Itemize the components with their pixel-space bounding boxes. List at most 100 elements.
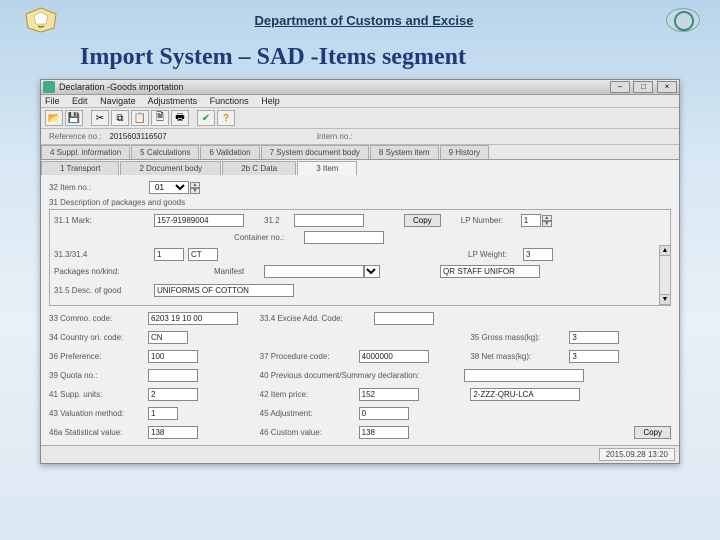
status-time: 2015.09.28 13:20 bbox=[599, 448, 675, 461]
tab-validation[interactable]: 6 Validation bbox=[200, 145, 259, 159]
quota-input[interactable] bbox=[148, 369, 198, 382]
copy-button[interactable]: Copy bbox=[404, 214, 441, 227]
item-no-select[interactable]: 01 bbox=[149, 181, 189, 194]
help-icon[interactable]: ? bbox=[217, 110, 235, 126]
lp-weight-input[interactable] bbox=[523, 248, 553, 261]
f3131-label: 31.3/31.4 bbox=[54, 250, 154, 259]
cut-icon[interactable]: ✂ bbox=[91, 110, 109, 126]
intern-no-label: Intern no.: bbox=[317, 132, 353, 141]
f3131-qty-input[interactable] bbox=[154, 248, 184, 261]
tab-system-doc-body[interactable]: 7 System document body bbox=[261, 145, 369, 159]
tab-transport[interactable]: 1 Transport bbox=[41, 161, 119, 175]
mark-input[interactable] bbox=[154, 214, 244, 227]
country-label: 34 Country ori. code: bbox=[49, 333, 144, 342]
open-icon[interactable]: 📂 bbox=[45, 110, 63, 126]
desc-label: 31.5 Desc. of good bbox=[54, 286, 154, 295]
adj-label: 45 Adjustment: bbox=[260, 409, 355, 418]
val-label: 43 Valuation method: bbox=[49, 409, 144, 418]
commo-label: 33 Commo. code: bbox=[49, 314, 144, 323]
copy-button-2[interactable]: Copy bbox=[634, 426, 671, 439]
menu-functions[interactable]: Functions bbox=[210, 96, 249, 106]
window-titlebar: Declaration -Goods importation – □ × bbox=[41, 80, 679, 95]
stat-input[interactable] bbox=[148, 426, 198, 439]
crest-logo bbox=[20, 6, 62, 34]
manifest-select[interactable] bbox=[364, 265, 380, 278]
item-no-down[interactable]: ▼ bbox=[190, 188, 200, 194]
tabs-upper: 4 Suppl. information 5 Calculations 6 Va… bbox=[41, 145, 679, 160]
excise-input[interactable] bbox=[374, 312, 434, 325]
lp-number-down[interactable]: ▼ bbox=[542, 221, 552, 227]
commo-input[interactable] bbox=[148, 312, 238, 325]
page-title: Import System – SAD -Items segment bbox=[0, 40, 720, 79]
supp-input[interactable] bbox=[148, 388, 198, 401]
lp-weight-label: LP Weight: bbox=[468, 250, 523, 259]
box31-scrollbar[interactable]: ▲ ▼ bbox=[659, 245, 671, 305]
menu-navigate[interactable]: Navigate bbox=[100, 96, 136, 106]
net-label: 38 Net mass(kg): bbox=[470, 352, 565, 361]
f312-label: 31.2 bbox=[264, 216, 294, 225]
menu-file[interactable]: File bbox=[45, 96, 60, 106]
app-window: Declaration -Goods importation – □ × Fil… bbox=[40, 79, 680, 464]
pref-input[interactable] bbox=[148, 350, 198, 363]
close-button[interactable]: × bbox=[657, 81, 677, 93]
scroll-down-icon[interactable]: ▼ bbox=[660, 294, 670, 304]
excise-label: 33.4 Excise Add. Code: bbox=[260, 314, 370, 323]
lp-number-input[interactable] bbox=[521, 214, 541, 227]
manifest-input[interactable] bbox=[264, 265, 364, 278]
toolbar: 📂 💾 ✂ ⧉ 📋 🗎 🖶 ✔ ? bbox=[41, 108, 679, 129]
tab-item[interactable]: 3 Item bbox=[297, 161, 357, 175]
menu-adjustments[interactable]: Adjustments bbox=[148, 96, 198, 106]
org-badge bbox=[666, 8, 700, 32]
ref-no-label: Reference no.: bbox=[49, 132, 101, 141]
menu-help[interactable]: Help bbox=[261, 96, 280, 106]
custom-label: 46 Custom value: bbox=[260, 428, 355, 437]
proc-label: 37 Procedure code: bbox=[260, 352, 355, 361]
minimize-button[interactable]: – bbox=[610, 81, 630, 93]
tab-calculations[interactable]: 5 Calculations bbox=[131, 145, 199, 159]
qr-staff-input[interactable] bbox=[440, 265, 540, 278]
tab-suppl-info[interactable]: 4 Suppl. information bbox=[41, 145, 130, 159]
f312-input[interactable] bbox=[294, 214, 364, 227]
packages-label: Packages no/kind: bbox=[54, 267, 154, 276]
scroll-up-icon[interactable]: ▲ bbox=[660, 246, 670, 256]
save-icon[interactable]: 💾 bbox=[65, 110, 83, 126]
desc-input[interactable] bbox=[154, 284, 294, 297]
price-input[interactable] bbox=[359, 388, 419, 401]
tab-c-data[interactable]: 2b C Data bbox=[222, 161, 296, 175]
tab-document-body[interactable]: 2 Document body bbox=[120, 161, 221, 175]
app-icon bbox=[43, 81, 55, 93]
ref-no-value: 2015603116507 bbox=[109, 132, 166, 141]
box31-title: 31 Description of packages and goods bbox=[49, 198, 671, 207]
check-icon[interactable]: ✔ bbox=[197, 110, 215, 126]
prev-label: 40 Previous document/Summary declaration… bbox=[260, 371, 460, 380]
maximize-button[interactable]: □ bbox=[633, 81, 653, 93]
form-area: 32 Item no.: 01 ▲ ▼ 31 Description of pa… bbox=[41, 175, 679, 445]
manifest-label: Manifest bbox=[214, 267, 264, 276]
price-label: 42 Item price: bbox=[260, 390, 355, 399]
adj-input[interactable] bbox=[359, 407, 409, 420]
print-icon[interactable]: 🖶 bbox=[171, 110, 189, 126]
country-input[interactable] bbox=[148, 331, 188, 344]
f3131-unit-input[interactable] bbox=[188, 248, 218, 261]
custom-input[interactable] bbox=[359, 426, 409, 439]
doc-icon[interactable]: 🗎 bbox=[151, 110, 169, 126]
gross-input[interactable] bbox=[569, 331, 619, 344]
menu-edit[interactable]: Edit bbox=[72, 96, 88, 106]
val-input[interactable] bbox=[148, 407, 178, 420]
copy-icon[interactable]: ⧉ bbox=[111, 110, 129, 126]
tabs-lower: 1 Transport 2 Document body 2b C Data 3 … bbox=[41, 160, 679, 175]
zzz-input[interactable] bbox=[470, 388, 580, 401]
tab-system-item[interactable]: 8 System item bbox=[370, 145, 439, 159]
item-no-label: 32 Item no.: bbox=[49, 183, 149, 192]
tab-history[interactable]: 9 History bbox=[440, 145, 490, 159]
lp-number-label: LP Number: bbox=[461, 216, 521, 225]
department-title: Department of Customs and Excise bbox=[62, 13, 666, 28]
mark-label: 31.1 Mark: bbox=[54, 216, 154, 225]
paste-icon[interactable]: 📋 bbox=[131, 110, 149, 126]
menubar: File Edit Navigate Adjustments Functions… bbox=[41, 95, 679, 108]
container-input[interactable] bbox=[304, 231, 384, 244]
prev-input[interactable] bbox=[464, 369, 584, 382]
net-input[interactable] bbox=[569, 350, 619, 363]
pref-label: 36 Preference: bbox=[49, 352, 144, 361]
proc-input[interactable] bbox=[359, 350, 429, 363]
